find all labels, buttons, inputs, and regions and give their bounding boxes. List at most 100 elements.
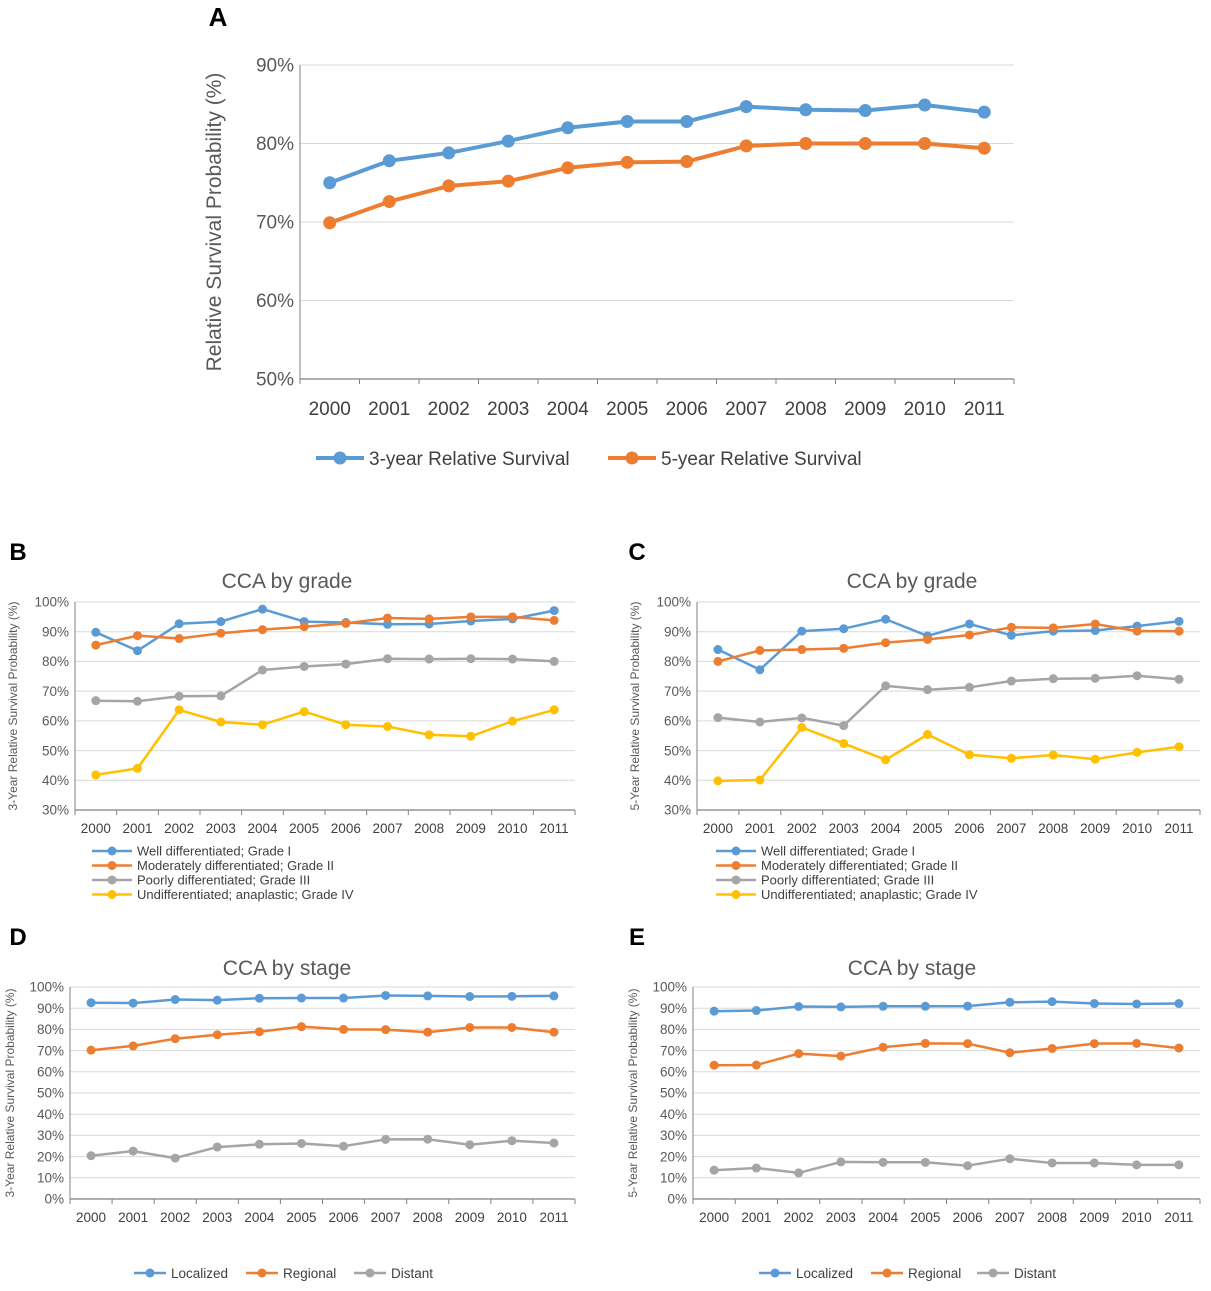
- series-line: [717, 674, 1180, 727]
- panel-label: D: [9, 924, 26, 951]
- series-line: [717, 617, 1180, 671]
- chart-panel-e: E CCA by stage 0% 10% 20% 30% 40% 50% 60% 70% 80% 9…: [626, 924, 1201, 1281]
- data-point: [739, 100, 753, 114]
- series-line: [717, 622, 1179, 663]
- data-point: [1174, 674, 1184, 684]
- data-point: [1174, 626, 1184, 636]
- data-point: [1174, 1043, 1184, 1053]
- y-tick-label: 100%: [34, 595, 69, 610]
- y-tick-label: 80%: [664, 654, 691, 669]
- x-tick-label: 2000: [703, 821, 733, 836]
- data-point: [442, 146, 456, 160]
- data-point: [296, 1022, 306, 1032]
- data-point: [1132, 747, 1142, 757]
- data-point: [1090, 626, 1100, 636]
- x-tick-label: 2007: [725, 399, 767, 420]
- data-point: [1174, 742, 1184, 752]
- data-point: [508, 654, 517, 664]
- data-point: [923, 634, 933, 644]
- x-tick-label: 2006: [953, 1210, 983, 1225]
- data-point: [91, 640, 101, 650]
- legend-label: 3-year Relative Survival: [369, 449, 570, 470]
- y-tick-label: 0%: [44, 1192, 64, 1207]
- data-point: [799, 137, 813, 150]
- data-point: [339, 1024, 349, 1034]
- data-point: [216, 628, 226, 638]
- data-point: [383, 619, 392, 629]
- data-point: [466, 654, 476, 664]
- data-point: [341, 659, 351, 669]
- data-point: [963, 1161, 973, 1171]
- y-tick-label: 80%: [256, 134, 294, 155]
- data-point: [216, 617, 226, 627]
- data-point: [1005, 997, 1015, 1007]
- data-point: [836, 1157, 846, 1167]
- legend-swatch-marker: [770, 1268, 780, 1278]
- data-point: [794, 1049, 804, 1059]
- y-tick-label: 30%: [660, 1128, 687, 1143]
- x-tick-label: 2005: [286, 1210, 316, 1225]
- data-point: [858, 104, 872, 118]
- data-point: [1089, 999, 1099, 1009]
- data-point: [620, 155, 634, 169]
- x-tick-label: 2010: [1122, 1210, 1152, 1225]
- data-point: [920, 1001, 930, 1011]
- x-tick-label: 2001: [118, 1210, 148, 1225]
- legend-label: Undifferentiated; anaplastic; Grade IV: [761, 887, 978, 902]
- x-tick-label: 2006: [666, 399, 708, 420]
- legend-swatch-marker: [731, 875, 741, 885]
- y-tick-label: 40%: [664, 773, 691, 788]
- data-point: [423, 1134, 433, 1144]
- y-tick-label: 30%: [37, 1128, 64, 1143]
- data-point: [755, 645, 765, 655]
- series-line: [717, 726, 1180, 783]
- data-point: [296, 1138, 306, 1148]
- y-tick-label: 30%: [42, 803, 69, 818]
- x-tick-label: 2008: [1038, 821, 1068, 836]
- chart-panel-c: C CCA by grade 30% 40% 50% 60% 70% 80% 90% 100% 20…: [628, 539, 1201, 902]
- data-point: [299, 661, 309, 671]
- x-tick-label: 2004: [244, 1210, 275, 1225]
- data-point: [86, 1045, 96, 1055]
- data-point: [923, 730, 933, 740]
- data-point: [1090, 673, 1100, 683]
- y-tick-label: 70%: [664, 684, 691, 699]
- data-point: [216, 717, 226, 727]
- data-point: [1048, 750, 1058, 760]
- y-tick-label: 90%: [42, 624, 69, 639]
- data-point: [920, 1038, 930, 1048]
- data-point: [128, 998, 138, 1008]
- data-point: [424, 654, 434, 664]
- data-point: [713, 776, 723, 786]
- data-point: [751, 1060, 761, 1070]
- data-point: [383, 722, 392, 732]
- series-line: [95, 657, 555, 703]
- data-point: [1090, 619, 1100, 629]
- data-point: [466, 731, 476, 741]
- data-point: [878, 1042, 888, 1052]
- x-tick-label: 2002: [787, 821, 817, 836]
- y-tick-label: 80%: [660, 1022, 687, 1037]
- y-tick-label: 100%: [29, 980, 64, 995]
- data-point: [508, 612, 517, 622]
- data-point: [133, 763, 142, 773]
- chart-title: CCA by stage: [223, 957, 351, 980]
- data-point: [964, 682, 974, 692]
- legend-label: Distant: [1014, 1266, 1056, 1281]
- data-point: [878, 1157, 888, 1167]
- y-tick-label: 60%: [664, 714, 691, 729]
- x-tick-label: 2010: [1122, 821, 1152, 836]
- data-point: [620, 115, 634, 129]
- data-point: [1174, 1160, 1184, 1170]
- data-point: [423, 1027, 433, 1037]
- data-point: [1006, 676, 1016, 686]
- data-point: [174, 634, 184, 644]
- legend-swatch-marker: [988, 1268, 998, 1278]
- data-point: [549, 615, 559, 625]
- y-tick-label: 80%: [37, 1022, 64, 1037]
- data-point: [86, 1151, 96, 1161]
- y-tick-label: 70%: [37, 1043, 64, 1058]
- data-point: [561, 161, 575, 175]
